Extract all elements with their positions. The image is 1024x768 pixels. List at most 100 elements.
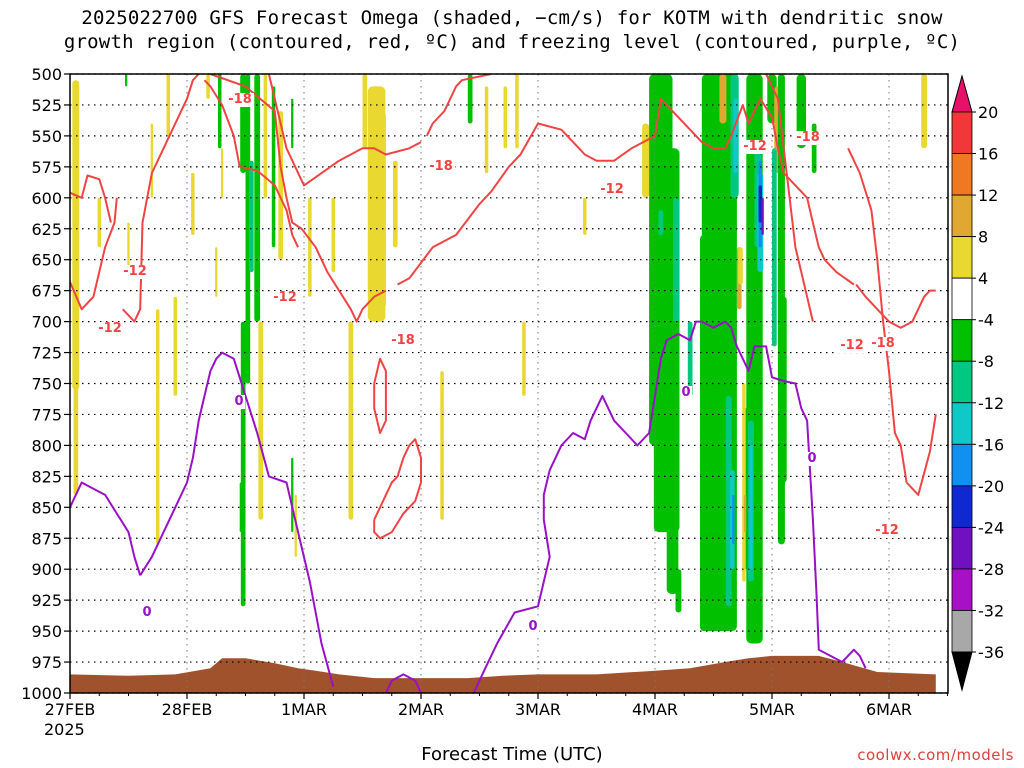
omega-shade-region — [150, 123, 153, 198]
freezing-level-contours: 0 0 0 0 0 — [70, 320, 867, 693]
contour-label-bg — [869, 337, 897, 351]
colorbar-label: -4 — [978, 311, 994, 330]
y-tick-label: 800 — [31, 436, 62, 455]
dgz-contour-line — [121, 74, 200, 323]
omega-shade-region — [240, 321, 246, 607]
x-tick-label: 28FEB — [162, 700, 213, 719]
y-tick-label: 950 — [31, 622, 62, 641]
omega-shade-region — [777, 74, 785, 545]
freezing-level-label: 0 — [528, 619, 537, 634]
surface-terrain-layer — [70, 655, 936, 693]
contour-label-bg — [121, 265, 149, 279]
dgz-contour-label: -18 — [228, 92, 252, 107]
omega-shade-region — [166, 74, 170, 136]
colorbar-label: -12 — [978, 394, 1004, 413]
omega-shade-region — [127, 222, 130, 273]
surface-terrain — [70, 655, 936, 693]
freezing-level-contour-line — [70, 481, 142, 576]
colorbar-swatch — [951, 485, 973, 528]
omega-shade-region — [719, 74, 727, 124]
y-tick-label: 700 — [31, 313, 62, 332]
omega-shade-region — [484, 86, 489, 174]
omega-shade-region — [515, 74, 519, 149]
contour-label-bg — [226, 93, 254, 107]
credit-link[interactable]: coolwx.com/models — [857, 746, 1014, 764]
y-tick-label: 675 — [31, 282, 62, 301]
dgz-contour-label: -12 — [875, 523, 899, 538]
y-tick-label: 725 — [31, 344, 62, 363]
omega-shade-region — [173, 296, 177, 396]
freezing-level-label: 0 — [681, 385, 690, 400]
omega-shade-region — [249, 160, 254, 273]
colorbar-swatch — [951, 443, 973, 487]
dgz-contour-line — [765, 74, 814, 322]
x-tick-label: 27FEB — [45, 700, 96, 719]
omega-shade-region — [271, 86, 276, 248]
colorbar-swatch — [951, 236, 973, 279]
contour-label-bg — [389, 334, 417, 348]
contour-label-bg — [598, 183, 626, 197]
omega-shade-region — [220, 148, 224, 198]
x-axis-title: Forecast Time (UTC) — [421, 744, 603, 765]
x-tick-label: 6MAR — [866, 700, 912, 719]
omega-shade-region — [362, 74, 368, 149]
y-tick-label: 925 — [31, 591, 62, 610]
colorbar-label: -20 — [978, 477, 1004, 496]
colorbar-swatch — [951, 277, 973, 321]
chart-title-line-1: 2025022700 GFS Forecast Omega (shaded, −… — [81, 7, 943, 29]
dgz-contour-line — [373, 357, 387, 434]
dgz-contour-line — [855, 283, 936, 329]
colorbar-swatch — [951, 402, 973, 445]
omega-shade-region — [348, 321, 354, 520]
colorbar-label: -32 — [978, 601, 1004, 620]
colorbar-label: -8 — [978, 352, 994, 371]
contour-label-bg — [794, 131, 822, 145]
contour-label-bg — [838, 339, 866, 353]
freezing-level-contour-line — [841, 648, 867, 669]
colorbar-swatch — [951, 360, 973, 404]
omega-shade-region — [125, 74, 128, 87]
omega-shade-region — [291, 457, 294, 533]
dgz-contour-label: -18 — [429, 159, 453, 174]
colorbar-top-arrow — [951, 74, 973, 113]
x-tick-label: 1MAR — [281, 700, 327, 719]
contour-label-bg — [141, 606, 153, 620]
omega-shade-region — [583, 197, 587, 235]
colorbar-swatch — [951, 610, 973, 653]
dgz-contour-label: -18 — [391, 333, 415, 348]
y-tick-label: 500 — [31, 65, 62, 84]
contour-label-bg — [680, 386, 692, 400]
colorbar-label: -36 — [978, 643, 1004, 662]
colorbar-label: -16 — [978, 435, 1004, 454]
y-tick-label: 775 — [31, 405, 62, 424]
colorbar-label: 20 — [978, 103, 998, 122]
dgz-contour-line — [397, 122, 656, 286]
omega-shade-region — [215, 247, 218, 297]
omega-shade-region — [761, 197, 764, 235]
colorbar-label: 12 — [978, 186, 998, 205]
freezing-level-label: 0 — [142, 605, 151, 620]
colorbar-swatch — [951, 111, 973, 154]
chart-title: 2025022700 GFS Forecast Omega (shaded, −… — [0, 6, 1024, 54]
y-tick-label: 575 — [31, 158, 62, 177]
freezing-level-label: 0 — [807, 451, 816, 466]
freezing-level-contour-line — [384, 673, 422, 693]
omega-shading-layer — [72, 74, 928, 644]
contour-label-bg — [741, 140, 769, 154]
omega-shade-region — [733, 98, 739, 174]
omega-shade-region — [240, 74, 246, 173]
dgz-contour-label: -12 — [743, 139, 767, 154]
y-tick-label: 875 — [31, 529, 62, 548]
dgz-contour-line — [905, 414, 937, 496]
dgz-contour-line — [70, 197, 118, 311]
y-tick-label: 750 — [31, 375, 62, 394]
chart-title-line-2: growth region (contoured, red, ºC) and f… — [63, 31, 961, 53]
contour-label-bg — [271, 291, 299, 305]
omega-shade-region — [796, 74, 806, 149]
freezing-level-contour-line — [139, 351, 335, 688]
dgz-contour-label: -12 — [600, 182, 624, 197]
omega-shade-region — [308, 197, 312, 297]
contour-label-bg — [427, 160, 455, 174]
omega-shade-region — [374, 111, 386, 310]
